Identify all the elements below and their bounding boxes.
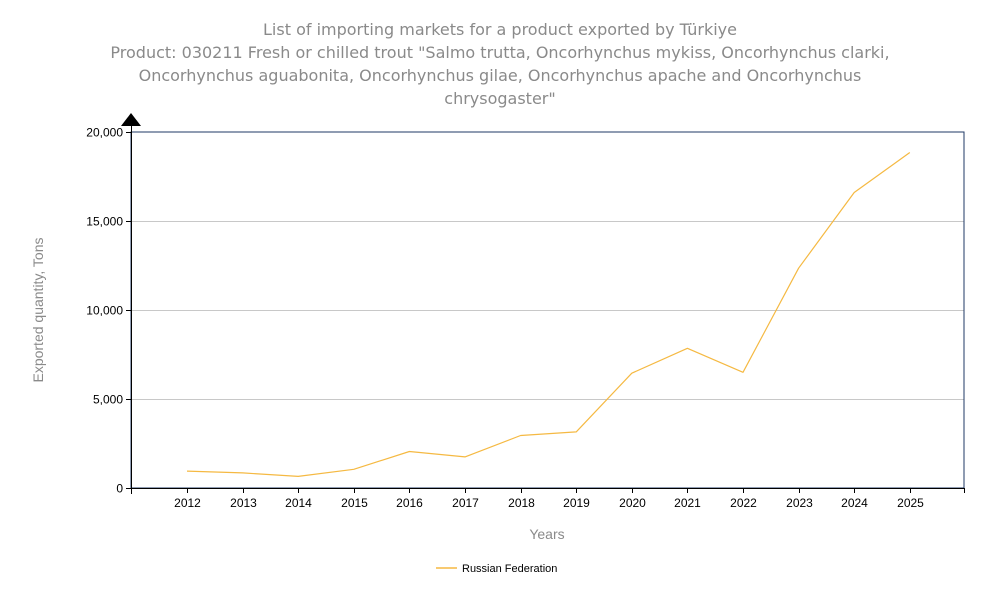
x-tick-label: 2014 [285,496,312,510]
y-tick-labels: 0 5,000 10,000 15,000 20,000 [86,126,123,496]
x-tick-label: 2015 [341,496,368,510]
x-axis-title: Years [529,526,564,542]
chart-subtitle-line-2: Oncorhynchus aguabonita, Oncorhynchus gi… [138,66,862,85]
y-tick-label: 5,000 [93,393,123,407]
x-tick-label: 2019 [563,496,590,510]
x-tick-label: 2013 [230,496,257,510]
axes [126,126,965,494]
legend: Russian Federation [436,563,557,575]
x-tick-label: 2020 [619,496,646,510]
y-axis-title: Exported quantity, Tons [30,237,46,382]
x-tick-label: 2017 [452,496,479,510]
x-tick-label: 2021 [674,496,701,510]
chart-title-block: List of importing markets for a product … [0,18,1000,110]
chart-subtitle-line-1: Product: 030211 Fresh or chilled trout "… [110,43,890,62]
y-axis-arrow-icon [121,113,141,126]
x-tick-labels: 2012 2013 2014 2015 2016 2017 2018 2019 2020 2021… [174,496,924,510]
x-tick-label: 2023 [786,496,813,510]
legend-label-russian-federation: Russian Federation [462,563,557,575]
series-lines [186,152,911,477]
x-tick-label: 2016 [396,496,423,510]
series-line-0 [186,152,911,477]
x-tick-label: 2024 [841,496,868,510]
x-tick-label: 2012 [174,496,201,510]
y-tick-label: 0 [116,482,123,496]
gridlines [131,221,964,400]
y-tick-label: 15,000 [86,215,123,229]
y-tick-label: 20,000 [86,126,123,140]
x-tick-label: 2025 [897,496,924,510]
chart-title: List of importing markets for a product … [263,20,737,39]
chart-subtitle-line-3: chrysogaster" [444,89,556,108]
y-tick-label: 10,000 [86,304,123,318]
x-tick-label: 2018 [508,496,535,510]
x-tick-label: 2022 [730,496,757,510]
